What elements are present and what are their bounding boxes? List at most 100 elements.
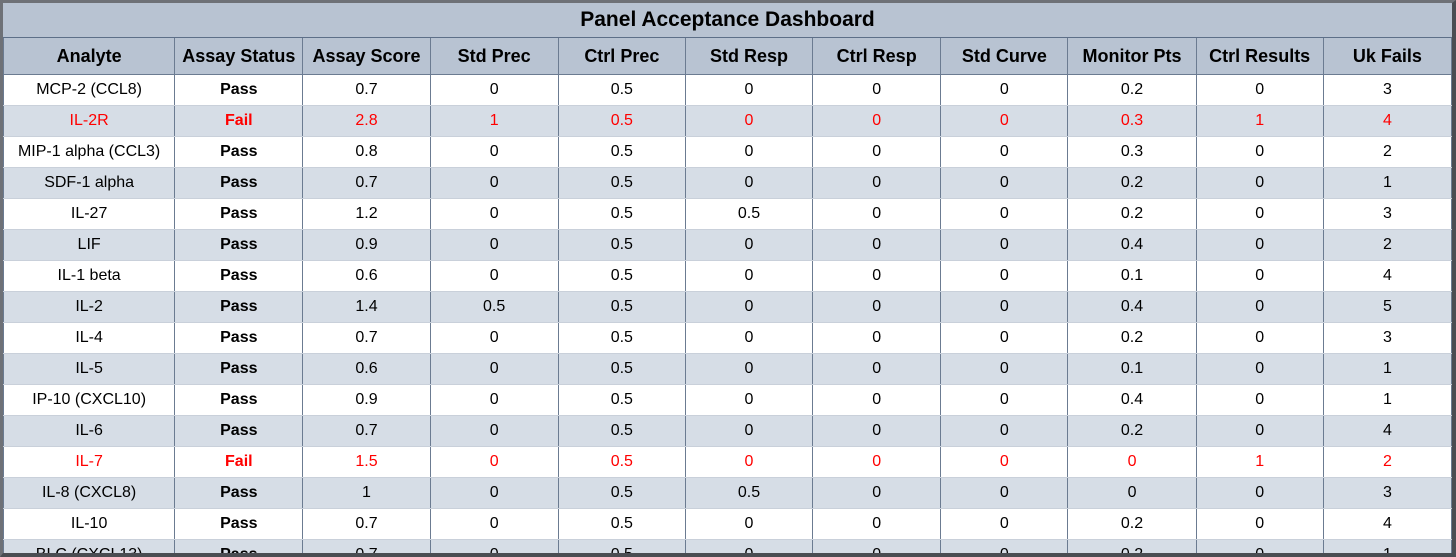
assay-score-cell[interactable]: 0.7	[302, 539, 431, 553]
ctrl-resp-cell[interactable]: 0	[812, 477, 942, 509]
assay-score-cell[interactable]: 1.4	[302, 291, 431, 323]
uk-fails-cell[interactable]: 4	[1322, 415, 1452, 447]
ctrl-results-cell[interactable]: 0	[1195, 415, 1324, 447]
ctrl-resp-cell[interactable]: 0	[812, 198, 942, 230]
ctrl-prec-cell[interactable]: 0.5	[557, 291, 686, 323]
assay-score-cell[interactable]: 0.8	[302, 136, 431, 168]
monitor-pts-cell[interactable]: 0.2	[1067, 508, 1197, 540]
table-row[interactable]: IL-27 Pass 1.2 0 0.5 0.5 0 0 0.2 0 3	[3, 198, 1452, 230]
ctrl-results-cell[interactable]: 1	[1195, 446, 1324, 478]
column-header[interactable]: Ctrl Prec	[557, 38, 686, 75]
column-header[interactable]: Ctrl Results	[1195, 38, 1324, 75]
std-curve-cell[interactable]: 0	[940, 167, 1069, 199]
ctrl-resp-cell[interactable]: 0	[812, 384, 942, 416]
assay-status-cell[interactable]: Fail	[174, 446, 304, 478]
table-row[interactable]: IL-10 Pass 0.7 0 0.5 0 0 0 0.2 0 4	[3, 508, 1452, 540]
analyte-cell[interactable]: SDF-1 alpha	[3, 167, 176, 199]
std-curve-cell[interactable]: 0	[940, 291, 1069, 323]
column-header[interactable]: Assay Score	[302, 38, 431, 75]
std-curve-cell[interactable]: 0	[940, 415, 1069, 447]
assay-status-cell[interactable]: Pass	[174, 74, 304, 106]
std-prec-cell[interactable]: 0	[429, 384, 559, 416]
ctrl-prec-cell[interactable]: 0.5	[557, 105, 686, 137]
assay-score-cell[interactable]: 0.7	[302, 508, 431, 540]
ctrl-resp-cell[interactable]: 0	[812, 291, 942, 323]
table-row[interactable]: IL-1 beta Pass 0.6 0 0.5 0 0 0 0.1 0 4	[3, 260, 1452, 292]
std-resp-cell[interactable]: 0	[684, 260, 814, 292]
std-resp-cell[interactable]: 0	[684, 384, 814, 416]
std-curve-cell[interactable]: 0	[940, 539, 1069, 553]
ctrl-results-cell[interactable]: 0	[1195, 539, 1324, 553]
std-curve-cell[interactable]: 0	[940, 322, 1069, 354]
ctrl-resp-cell[interactable]: 0	[812, 446, 942, 478]
analyte-cell[interactable]: IL-2	[3, 291, 176, 323]
table-row[interactable]: SDF-1 alpha Pass 0.7 0 0.5 0 0 0 0.2 0 1	[3, 167, 1452, 199]
std-curve-cell[interactable]: 0	[940, 384, 1069, 416]
assay-status-cell[interactable]: Pass	[174, 508, 304, 540]
std-resp-cell[interactable]: 0	[684, 353, 814, 385]
ctrl-resp-cell[interactable]: 0	[812, 167, 942, 199]
assay-status-cell[interactable]: Pass	[174, 539, 304, 553]
uk-fails-cell[interactable]: 2	[1322, 229, 1452, 261]
std-resp-cell[interactable]: 0	[684, 291, 814, 323]
table-row[interactable]: IL-2 Pass 1.4 0.5 0.5 0 0 0 0.4 0 5	[3, 291, 1452, 323]
ctrl-results-cell[interactable]: 0	[1195, 477, 1324, 509]
assay-score-cell[interactable]: 0.6	[302, 260, 431, 292]
uk-fails-cell[interactable]: 5	[1322, 291, 1452, 323]
uk-fails-cell[interactable]: 4	[1322, 105, 1452, 137]
analyte-cell[interactable]: IL-7	[3, 446, 176, 478]
uk-fails-cell[interactable]: 2	[1322, 136, 1452, 168]
analyte-cell[interactable]: IL-1 beta	[3, 260, 176, 292]
column-header[interactable]: Std Curve	[940, 38, 1069, 75]
ctrl-resp-cell[interactable]: 0	[812, 105, 942, 137]
ctrl-results-cell[interactable]: 0	[1195, 136, 1324, 168]
std-resp-cell[interactable]: 0.5	[684, 198, 814, 230]
ctrl-prec-cell[interactable]: 0.5	[557, 384, 686, 416]
uk-fails-cell[interactable]: 1	[1322, 384, 1452, 416]
std-prec-cell[interactable]: 1	[429, 105, 559, 137]
monitor-pts-cell[interactable]: 0	[1067, 477, 1197, 509]
std-resp-cell[interactable]: 0	[684, 167, 814, 199]
ctrl-results-cell[interactable]: 0	[1195, 74, 1324, 106]
monitor-pts-cell[interactable]: 0.1	[1067, 260, 1197, 292]
ctrl-results-cell[interactable]: 0	[1195, 508, 1324, 540]
table-row[interactable]: MCP-2 (CCL8) Pass 0.7 0 0.5 0 0 0 0.2 0 3	[3, 74, 1452, 106]
assay-score-cell[interactable]: 0.7	[302, 167, 431, 199]
std-resp-cell[interactable]: 0	[684, 229, 814, 261]
ctrl-resp-cell[interactable]: 0	[812, 136, 942, 168]
assay-score-cell[interactable]: 0.9	[302, 229, 431, 261]
ctrl-prec-cell[interactable]: 0.5	[557, 74, 686, 106]
ctrl-resp-cell[interactable]: 0	[812, 229, 942, 261]
ctrl-prec-cell[interactable]: 0.5	[557, 167, 686, 199]
ctrl-results-cell[interactable]: 0	[1195, 198, 1324, 230]
assay-score-cell[interactable]: 2.8	[302, 105, 431, 137]
std-prec-cell[interactable]: 0	[429, 415, 559, 447]
std-prec-cell[interactable]: 0	[429, 477, 559, 509]
analyte-cell[interactable]: IL-6	[3, 415, 176, 447]
std-curve-cell[interactable]: 0	[940, 446, 1069, 478]
assay-status-cell[interactable]: Pass	[174, 136, 304, 168]
column-header[interactable]: Std Resp	[684, 38, 814, 75]
analyte-cell[interactable]: IL-8 (CXCL8)	[3, 477, 176, 509]
std-prec-cell[interactable]: 0	[429, 322, 559, 354]
std-resp-cell[interactable]: 0	[684, 74, 814, 106]
std-resp-cell[interactable]: 0	[684, 508, 814, 540]
ctrl-results-cell[interactable]: 0	[1195, 260, 1324, 292]
ctrl-prec-cell[interactable]: 0.5	[557, 353, 686, 385]
ctrl-resp-cell[interactable]: 0	[812, 322, 942, 354]
assay-status-cell[interactable]: Pass	[174, 353, 304, 385]
assay-status-cell[interactable]: Pass	[174, 198, 304, 230]
analyte-cell[interactable]: BLC (CXCL13)	[3, 539, 176, 553]
std-curve-cell[interactable]: 0	[940, 198, 1069, 230]
std-curve-cell[interactable]: 0	[940, 136, 1069, 168]
ctrl-results-cell[interactable]: 0	[1195, 291, 1324, 323]
std-resp-cell[interactable]: 0	[684, 322, 814, 354]
analyte-cell[interactable]: IL-2R	[3, 105, 176, 137]
uk-fails-cell[interactable]: 3	[1322, 477, 1452, 509]
ctrl-results-cell[interactable]: 0	[1195, 229, 1324, 261]
std-prec-cell[interactable]: 0	[429, 136, 559, 168]
monitor-pts-cell[interactable]: 0.2	[1067, 74, 1197, 106]
table-row[interactable]: IP-10 (CXCL10) Pass 0.9 0 0.5 0 0 0 0.4 0 1	[3, 384, 1452, 416]
column-header[interactable]: Monitor Pts	[1067, 38, 1197, 75]
column-header[interactable]: Assay Status	[174, 38, 304, 75]
